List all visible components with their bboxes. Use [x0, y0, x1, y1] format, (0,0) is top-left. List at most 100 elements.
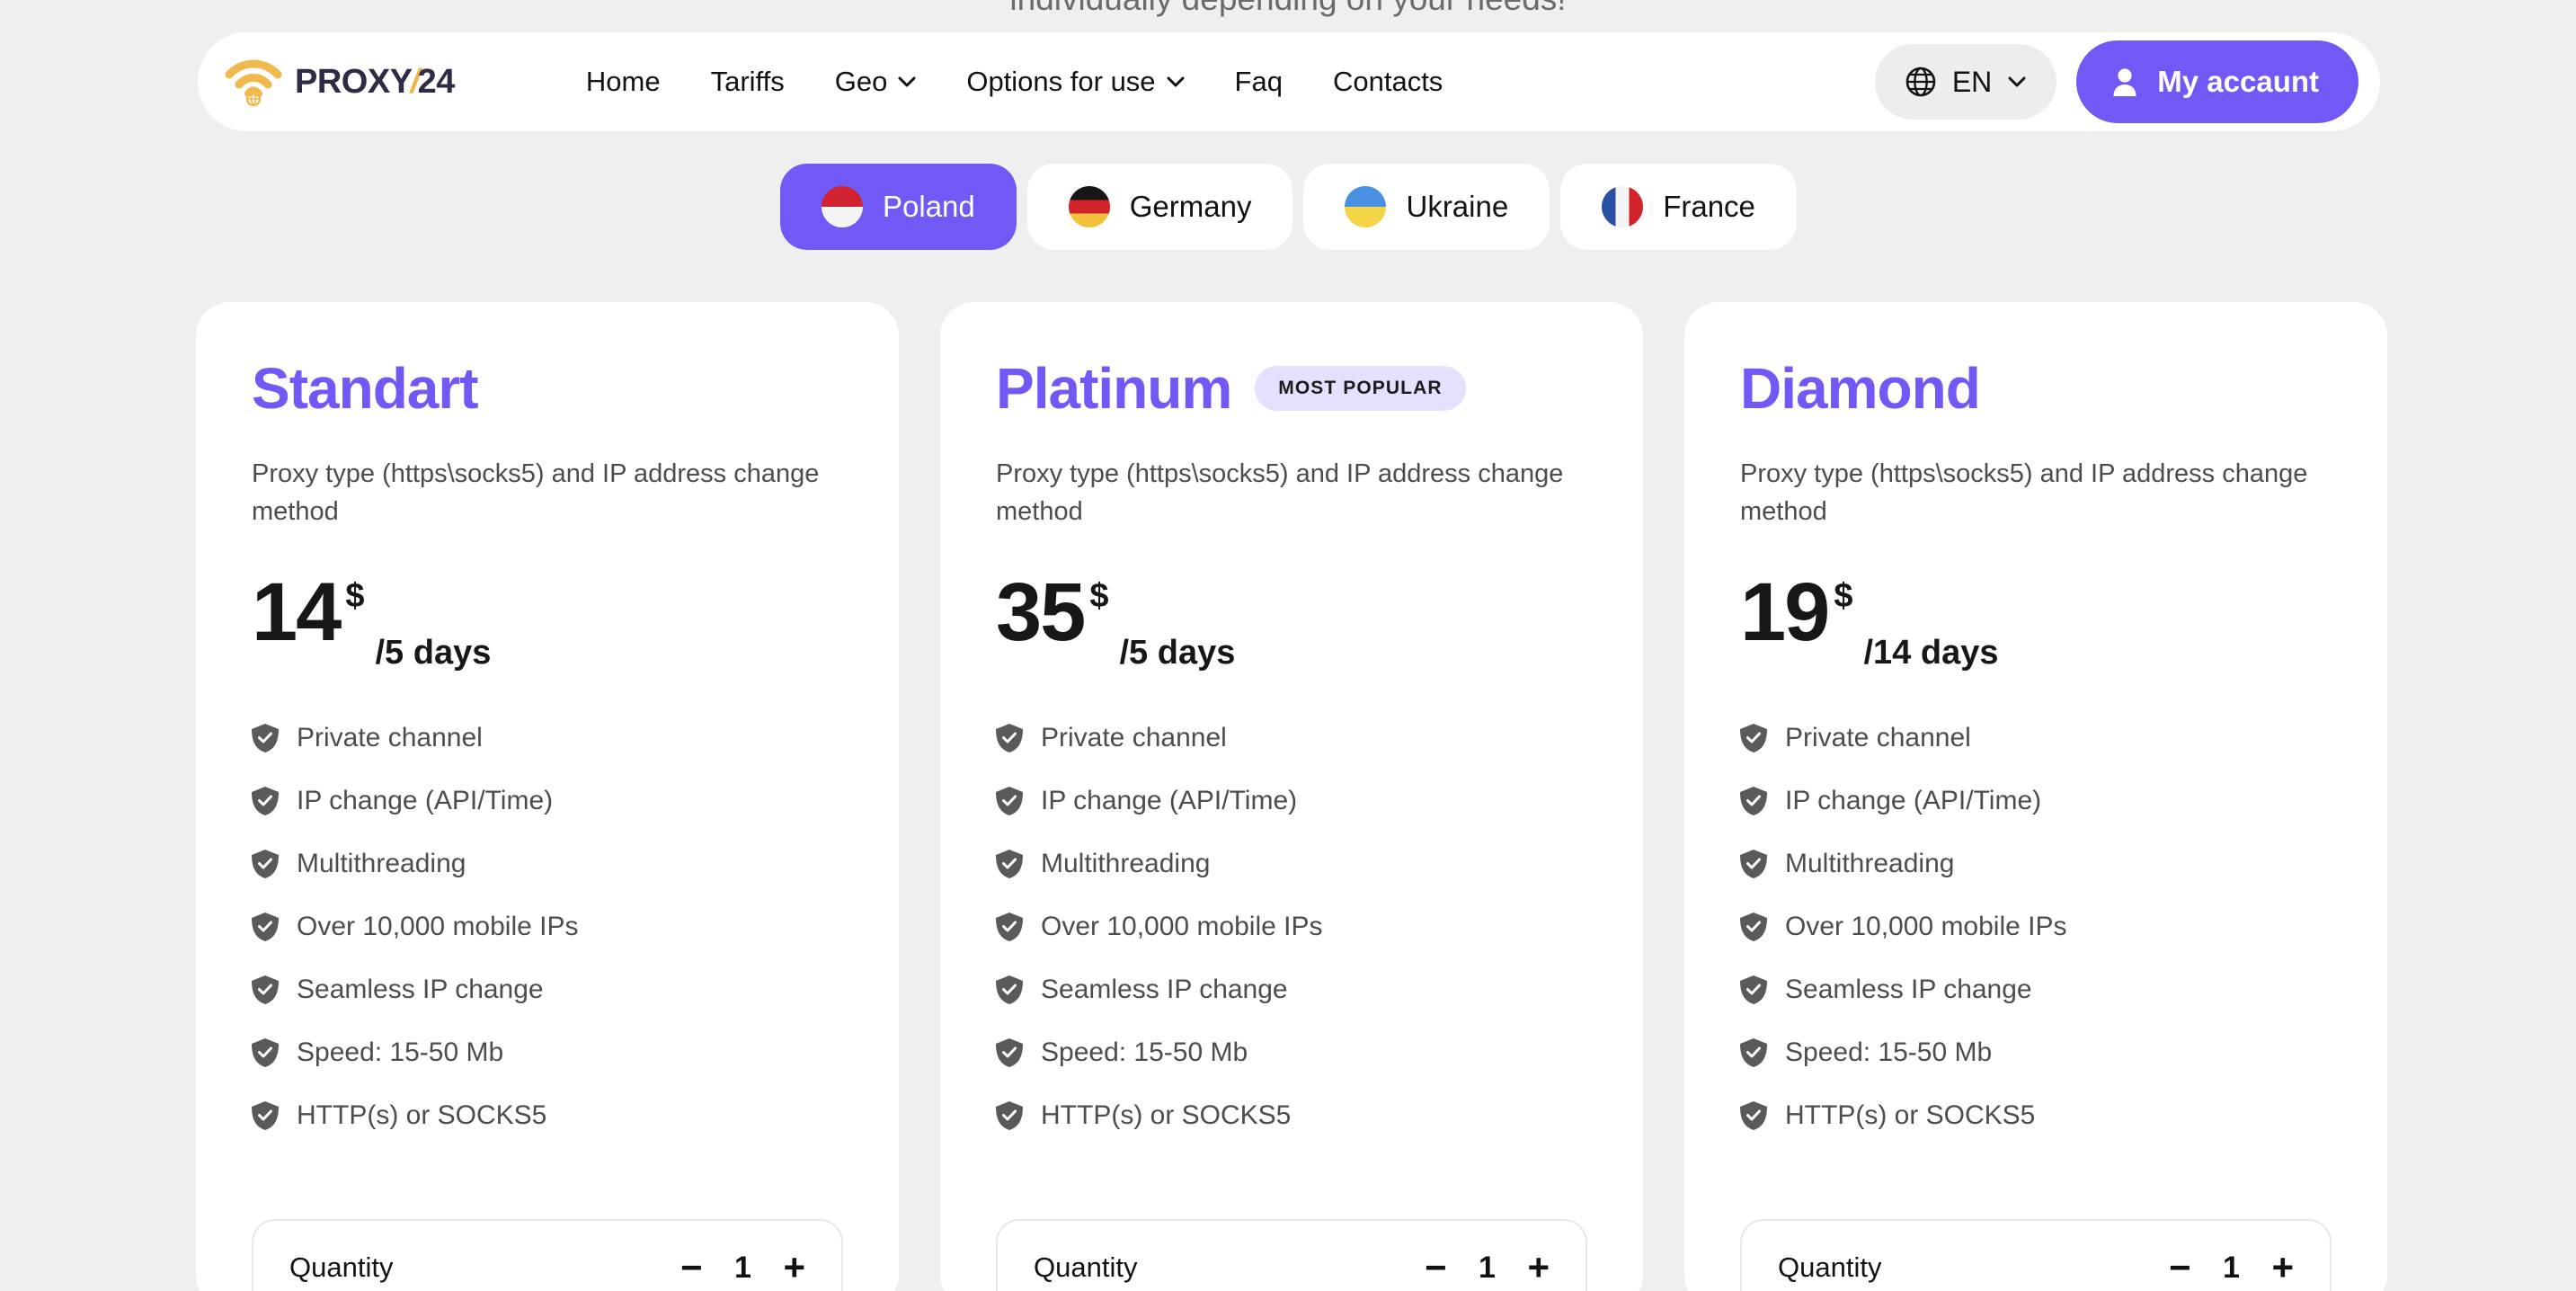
feature-label: Seamless IP change	[1041, 975, 1288, 1005]
globe-icon	[1905, 67, 1936, 97]
plan-price: 35 $ /5 days	[996, 566, 1587, 674]
most-popular-badge: MOST POPULAR	[1255, 366, 1466, 411]
country-tab-france[interactable]: France	[1560, 164, 1797, 250]
price-amount: 14	[252, 566, 342, 659]
plan-features: Private channel IP change (API/Time) Mul…	[996, 712, 1587, 1142]
feature-item: Speed: 15-50 Mb	[996, 1027, 1587, 1079]
country-tabs: Poland Germany Ukraine France	[780, 164, 1797, 250]
quantity-increase-button[interactable]: +	[783, 1246, 805, 1288]
quantity-value[interactable]: 1	[1479, 1250, 1496, 1285]
check-shield-icon	[1740, 724, 1767, 753]
check-shield-icon	[252, 975, 279, 1005]
logo-slash: /	[410, 62, 421, 101]
quantity-decrease-button[interactable]: −	[2168, 1246, 2191, 1288]
promo-banner-text: individually depending on your needs!	[0, 0, 2576, 18]
check-shield-icon	[1740, 850, 1767, 879]
price-period: /5 days	[1119, 634, 1236, 672]
language-value: EN	[1951, 65, 1993, 98]
plan-card-standart: Standart Proxy type (https\socks5) and I…	[196, 302, 899, 1291]
feature-item: Private channel	[1740, 712, 2332, 764]
check-shield-icon	[252, 787, 279, 816]
quantity-increase-button[interactable]: +	[2271, 1246, 2294, 1288]
feature-item: Seamless IP change	[996, 964, 1587, 1016]
feature-label: Over 10,000 mobile IPs	[1785, 912, 2067, 942]
plan-price: 14 $ /5 days	[252, 566, 843, 674]
my-account-button[interactable]: My accaunt	[2076, 40, 2358, 123]
nav-label: Home	[585, 66, 661, 97]
feature-label: HTTP(s) or SOCKS5	[297, 1100, 547, 1131]
nav-item-contacts[interactable]: Contacts	[1333, 66, 1443, 98]
check-shield-icon	[996, 787, 1023, 816]
plan-title: Diamond	[1740, 356, 1981, 421]
quantity-stepper: Quantity − 1 +	[996, 1219, 1587, 1291]
plan-header: Platinum MOST POPULAR	[996, 352, 1587, 424]
my-account-label: My accaunt	[2157, 65, 2319, 98]
feature-label: Speed: 15-50 Mb	[1785, 1037, 1993, 1068]
feature-label: Speed: 15-50 Mb	[1041, 1037, 1248, 1068]
check-shield-icon	[996, 913, 1023, 942]
plan-card-diamond: Diamond Proxy type (https\socks5) and IP…	[1684, 302, 2387, 1291]
nav-item-options-for-use[interactable]: Options for use	[966, 66, 1185, 98]
check-shield-icon	[252, 724, 279, 753]
language-switcher[interactable]: EN	[1874, 44, 2057, 120]
quantity-value[interactable]: 1	[2223, 1250, 2240, 1285]
check-shield-icon	[1740, 975, 1767, 1005]
quantity-label: Quantity	[1778, 1251, 1882, 1283]
feature-item: IP change (API/Time)	[996, 775, 1587, 827]
flag-poland-icon	[822, 186, 863, 227]
country-tab-label: France	[1663, 190, 1755, 223]
feature-label: Over 10,000 mobile IPs	[1041, 912, 1323, 942]
plan-header: Standart	[252, 352, 843, 424]
feature-label: Multithreading	[297, 849, 466, 879]
plan-title: Platinum	[996, 356, 1232, 421]
quantity-decrease-button[interactable]: −	[680, 1246, 703, 1288]
feature-item: Seamless IP change	[1740, 964, 2332, 1016]
country-tab-poland[interactable]: Poland	[780, 164, 1017, 250]
plan-title: Standart	[252, 356, 479, 421]
feature-label: Private channel	[1041, 723, 1227, 753]
country-tab-ukraine[interactable]: Ukraine	[1303, 164, 1550, 250]
nav-item-geo[interactable]: Geo	[835, 66, 917, 98]
nav-item-home[interactable]: Home	[586, 66, 661, 98]
price-amount: 35	[996, 566, 1086, 659]
logo-wordmark: PROXY/24	[295, 63, 455, 102]
stepper-controls: − 1 +	[1425, 1249, 1550, 1287]
feature-item: Speed: 15-50 Mb	[252, 1027, 843, 1079]
promo-banner-clipped: individually depending on your needs!	[0, 0, 2576, 32]
quantity-increase-button[interactable]: +	[1527, 1246, 1550, 1288]
feature-label: Over 10,000 mobile IPs	[297, 912, 579, 942]
logo[interactable]: PROXY/24	[225, 57, 455, 107]
logo-number: 24	[417, 62, 456, 101]
feature-item: IP change (API/Time)	[1740, 775, 2332, 827]
check-shield-icon	[996, 1101, 1023, 1131]
price-currency: $	[1089, 577, 1109, 616]
nav-item-faq[interactable]: Faq	[1235, 66, 1283, 98]
plan-header: Diamond	[1740, 352, 2332, 424]
check-shield-icon	[252, 913, 279, 942]
stepper-controls: − 1 +	[680, 1249, 805, 1287]
feature-item: Speed: 15-50 Mb	[1740, 1027, 2332, 1079]
chevron-down-icon	[898, 76, 916, 87]
quantity-stepper: Quantity − 1 +	[1740, 1219, 2332, 1291]
feature-item: Private channel	[996, 712, 1587, 764]
check-shield-icon	[1740, 787, 1767, 816]
nav-item-tariffs[interactable]: Tariffs	[711, 66, 785, 98]
quantity-label: Quantity	[1034, 1251, 1138, 1283]
feature-label: IP change (API/Time)	[1785, 786, 2042, 816]
nav-label: Faq	[1234, 66, 1283, 97]
price-period: /14 days	[1863, 634, 1999, 672]
quantity-decrease-button[interactable]: −	[1424, 1246, 1447, 1288]
feature-label: Private channel	[1785, 723, 1971, 753]
pricing-cards: Standart Proxy type (https\socks5) and I…	[196, 302, 2387, 1291]
check-shield-icon	[252, 1038, 279, 1068]
flag-france-icon	[1602, 186, 1644, 227]
check-shield-icon	[252, 1101, 279, 1131]
country-tab-germany[interactable]: Germany	[1026, 164, 1293, 250]
feature-item: HTTP(s) or SOCKS5	[252, 1090, 843, 1142]
nav-label: Geo	[834, 66, 888, 97]
feature-item: Over 10,000 mobile IPs	[996, 901, 1587, 953]
feature-item: IP change (API/Time)	[252, 775, 843, 827]
feature-item: Private channel	[252, 712, 843, 764]
quantity-value[interactable]: 1	[734, 1250, 751, 1285]
check-shield-icon	[996, 1038, 1023, 1068]
